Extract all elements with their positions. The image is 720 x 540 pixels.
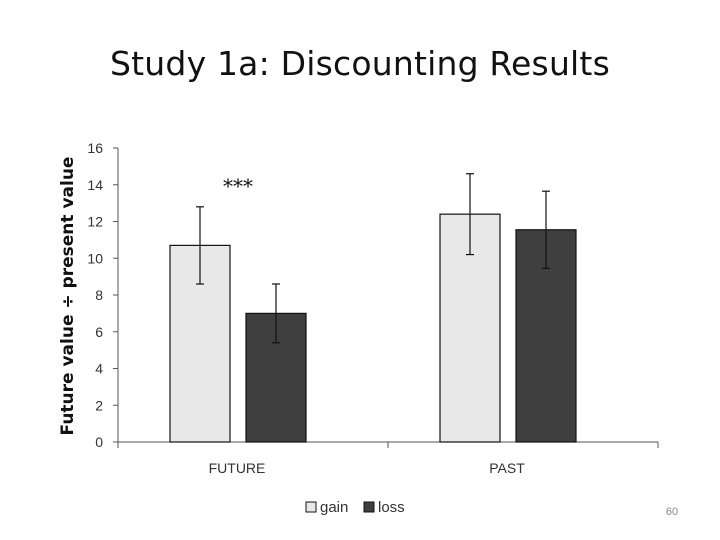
error-bars bbox=[196, 173, 550, 344]
x-category-label: FUTURE bbox=[209, 460, 266, 476]
legend-label-loss: loss bbox=[378, 499, 405, 516]
legend-label-gain: gain bbox=[320, 499, 348, 516]
y-tick-label: 8 bbox=[95, 287, 103, 303]
y-tick-label: 12 bbox=[87, 214, 103, 230]
y-tick-label: 14 bbox=[87, 177, 103, 193]
y-axis: 0 2 4 6 8 10 12 14 16 bbox=[87, 140, 119, 450]
x-axis: FUTURE PAST bbox=[117, 441, 659, 476]
legend-swatch-gain bbox=[305, 501, 317, 513]
legend: gain loss bbox=[305, 499, 405, 516]
slide-title: Study 1a: Discounting Results bbox=[110, 44, 610, 83]
y-tick-label: 0 bbox=[95, 434, 103, 450]
bars bbox=[169, 213, 577, 443]
x-category-label: PAST bbox=[489, 460, 525, 476]
y-tick-label: 2 bbox=[95, 397, 103, 413]
significance-annotation: *** bbox=[223, 174, 253, 198]
y-tick-label: 6 bbox=[95, 324, 103, 340]
y-axis-label: Future value ÷ present value bbox=[58, 157, 78, 436]
y-tick-label: 4 bbox=[95, 361, 103, 377]
legend-swatch-loss bbox=[363, 501, 375, 513]
slide-number: 60 bbox=[665, 506, 679, 518]
y-tick-label: 10 bbox=[87, 250, 103, 266]
y-tick-label: 16 bbox=[87, 140, 103, 156]
annotations: *** bbox=[223, 174, 253, 198]
